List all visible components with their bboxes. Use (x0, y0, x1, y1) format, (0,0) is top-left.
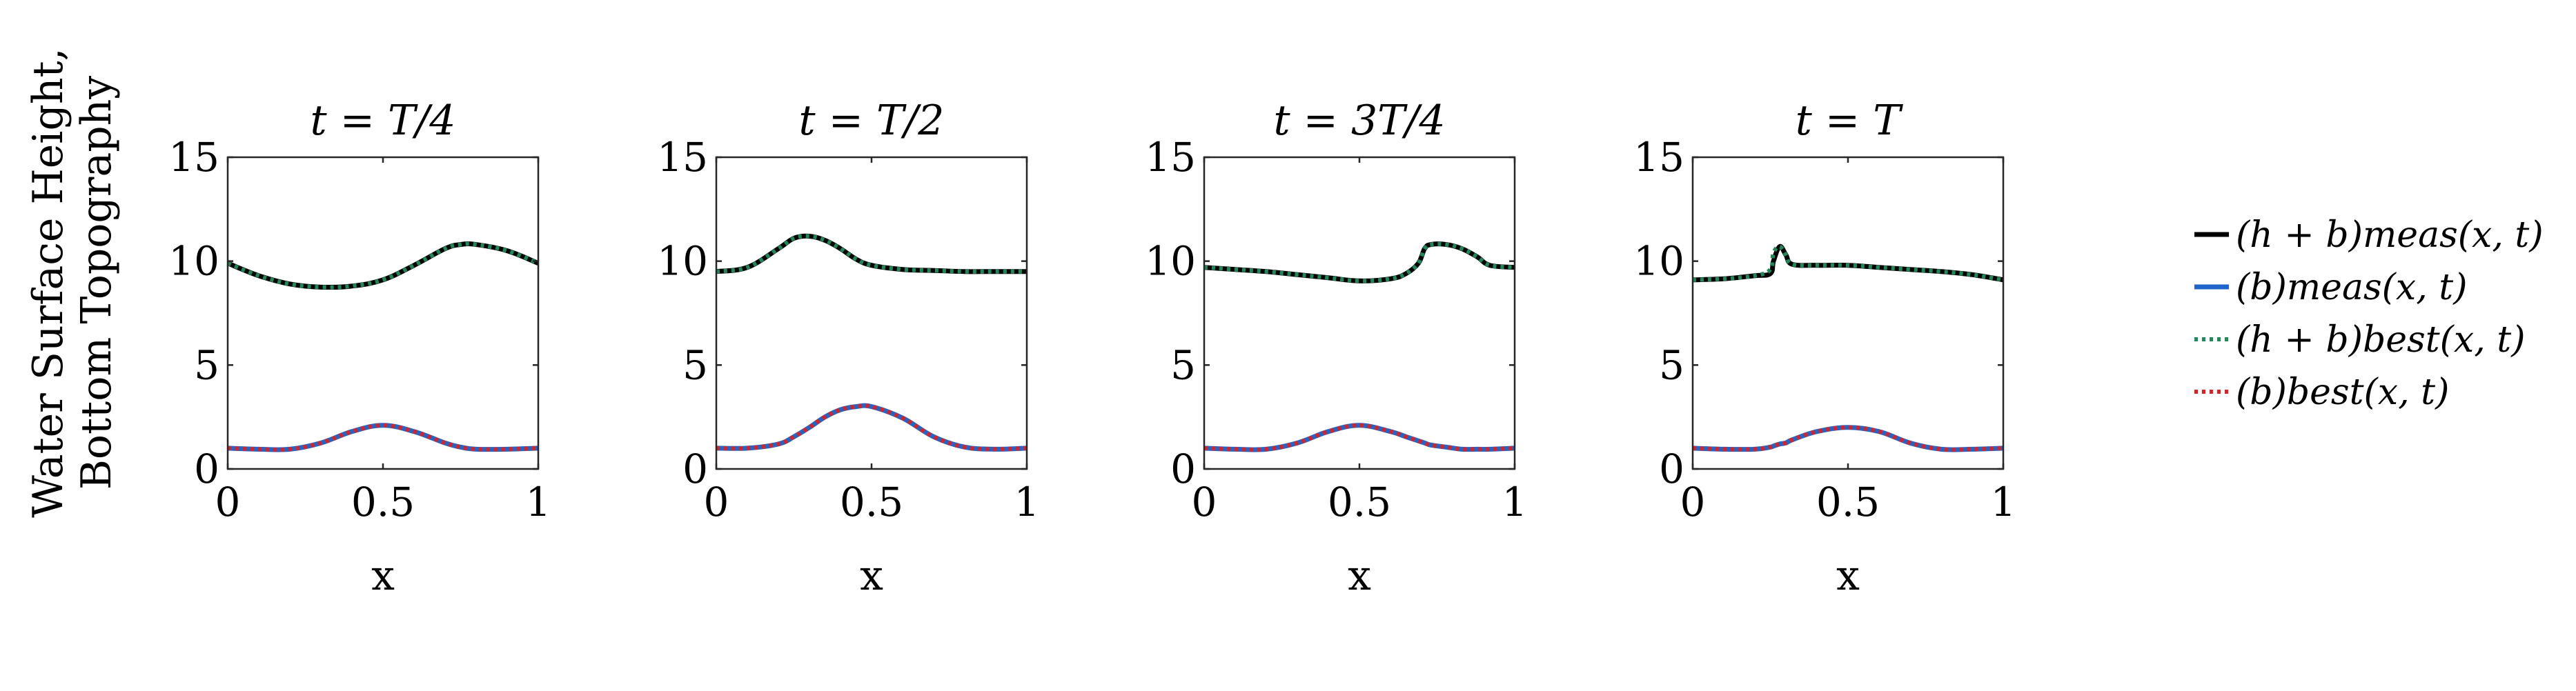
y-tick-label: 5 (194, 341, 219, 388)
x-tick-label: 1 (1502, 479, 1528, 525)
series-line-h-b-meas-x-t (716, 233, 1027, 274)
legend-label: (b)meas(x, t) (2236, 267, 2468, 308)
legend: (h + b)meas(x, t) (b)meas(x, t) (h + b)bes… (2194, 214, 2544, 413)
chart-panel-4: t = T 0 5 10 15 0 0.5 1 x (1633, 97, 2016, 600)
y-tick-label: 5 (1170, 341, 1196, 388)
chart-panel-3: t = 3T/4 0 5 10 15 0 0.5 1 x (1145, 97, 1527, 600)
x-tick-label: 1 (1991, 479, 2016, 525)
legend-label: (h + b)meas(x, t) (2236, 214, 2544, 256)
y-tick-label: 0 (1170, 445, 1196, 492)
panel-title: t = T (1796, 97, 1904, 145)
y-tick-label: 5 (682, 341, 708, 388)
series-line-h-b-meas-x-t (1692, 243, 2004, 283)
series-line-h-b-best-x-t (1203, 241, 1515, 283)
series-line-b-meas-x-t (716, 403, 1028, 452)
axes-box (226, 156, 540, 470)
y-tick-label: 15 (657, 134, 708, 181)
series-line-b-best-x-t (716, 403, 1028, 452)
series-line-b-best-x-t (227, 423, 539, 452)
x-tick-label: 0 (704, 479, 729, 525)
series-line-h-b-best-x-t (1692, 244, 2004, 282)
series-line-h-b-best-x-t (226, 241, 540, 290)
y-tick-label: 10 (1633, 238, 1684, 285)
x-tick-label: 1 (1014, 479, 1040, 525)
panel-title: t = T/2 (799, 97, 945, 145)
series-line-b-meas-x-t (1203, 423, 1515, 452)
axes-box (1203, 156, 1516, 470)
x-tick-label: 0.5 (1328, 479, 1391, 525)
y-tick-label: 10 (657, 238, 708, 285)
y-tick-label: 15 (1145, 134, 1196, 181)
legend-label: (b)best(x, t) (2236, 372, 2449, 413)
series-line-b-meas-x-t (1692, 425, 2004, 452)
series-line-b-best-x-t (1692, 425, 2004, 452)
x-tick-label: 0.5 (351, 479, 415, 525)
y-tick-label: 0 (1659, 445, 1684, 492)
x-axis-label: x (1836, 552, 1860, 600)
x-tick-label: 1 (526, 479, 551, 525)
x-axis-label: x (860, 552, 883, 600)
ylabel-line2: Bottom Topography (72, 76, 121, 490)
chart-panel-1: t = T/4 0 5 10 15 0 0.5 1 x (168, 97, 551, 600)
y-tick-label: 15 (1633, 134, 1684, 181)
x-tick-label: 0 (1680, 479, 1706, 525)
x-tick-label: 0.5 (1816, 479, 1880, 525)
x-tick-label: 0 (215, 479, 241, 525)
axes-box (715, 156, 1028, 470)
x-axis-label: x (371, 552, 395, 600)
x-axis-label: x (1348, 552, 1371, 600)
series-line-b-best-x-t (1203, 423, 1515, 452)
series-line-b-meas-x-t (227, 423, 539, 452)
chart-panel-2: t = T/2 0 5 10 15 0 0.5 1 x (657, 97, 1039, 600)
y-tick-label: 10 (1145, 238, 1196, 285)
panel-title: t = T/4 (311, 97, 456, 145)
y-tick-label: 10 (168, 238, 219, 285)
legend-label: (h + b)best(x, t) (2236, 319, 2525, 361)
axes-box (1691, 156, 2005, 470)
ylabel-line1: Water Surface Height, (24, 48, 72, 517)
x-tick-label: 0 (1192, 479, 1217, 525)
panel-title: t = 3T/4 (1273, 97, 1445, 145)
y-tick-label: 5 (1659, 341, 1684, 388)
figure-ylabel: Water Surface Height, Bottom Topography (24, 48, 121, 517)
x-tick-label: 0.5 (840, 479, 903, 525)
y-tick-label: 0 (682, 445, 708, 492)
y-tick-label: 0 (194, 445, 219, 492)
y-tick-label: 15 (168, 134, 219, 181)
series-line-h-b-best-x-t (716, 234, 1027, 274)
